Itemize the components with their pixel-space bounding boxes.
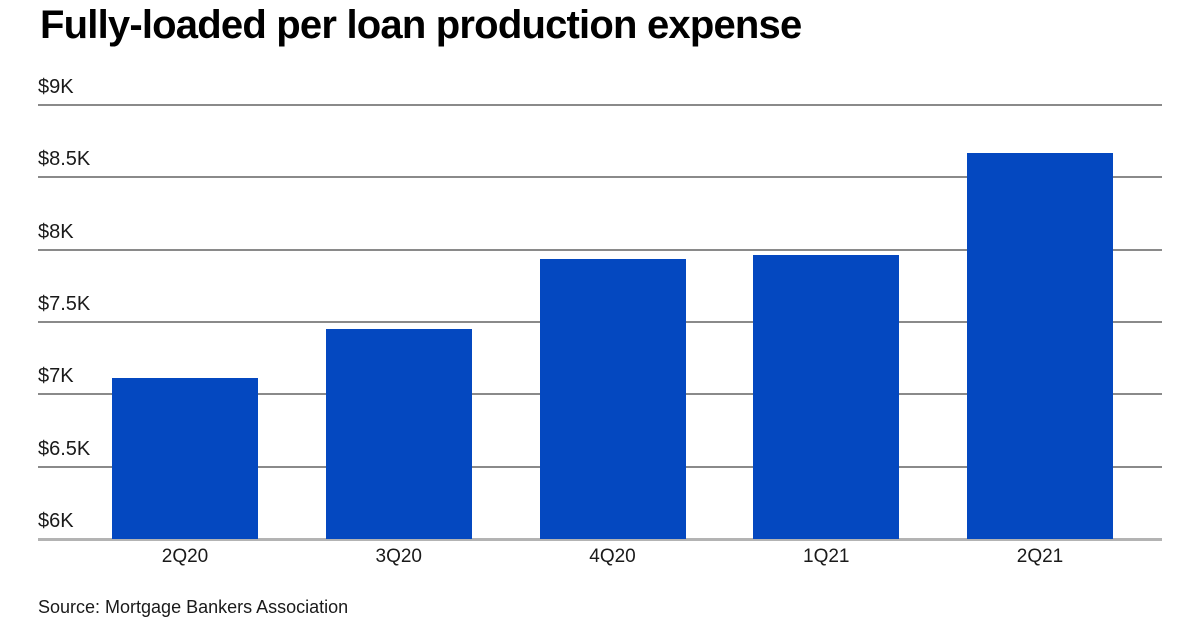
y-axis-tick-label: $7.5K [38, 293, 91, 315]
x-axis-tick-label: 2Q20 [161, 546, 209, 567]
x-axis-baseline [38, 538, 1162, 541]
y-axis-tick-label: $9K [38, 76, 74, 98]
bar-3q20 [325, 328, 472, 539]
gridline [38, 104, 1162, 106]
x-axis-tick-label: 1Q21 [803, 546, 850, 567]
chart-title: Fully-loaded per loan production expense [40, 3, 802, 47]
y-axis-tick-label: $6K [38, 510, 74, 532]
bar-2q21 [967, 153, 1113, 539]
y-axis-tick-label: $6.5K [38, 437, 91, 460]
bar-2q20 [112, 377, 258, 539]
x-axis-tick-label: 2Q21 [1016, 546, 1064, 567]
y-axis-tick-label: $7K [38, 365, 74, 388]
x-axis-tick-label: 4Q20 [589, 546, 636, 567]
bar-4q20 [539, 258, 686, 539]
x-axis-tick-label: 3Q20 [375, 546, 422, 567]
y-axis-tick-label: $8K [38, 220, 74, 243]
gridline [38, 248, 1162, 251]
y-axis-tick-label: $8.5K [38, 148, 91, 171]
gridline [38, 176, 1162, 179]
bar-1q21 [753, 254, 900, 539]
source-attribution: Source: Mortgage Bankers Association [38, 597, 349, 617]
